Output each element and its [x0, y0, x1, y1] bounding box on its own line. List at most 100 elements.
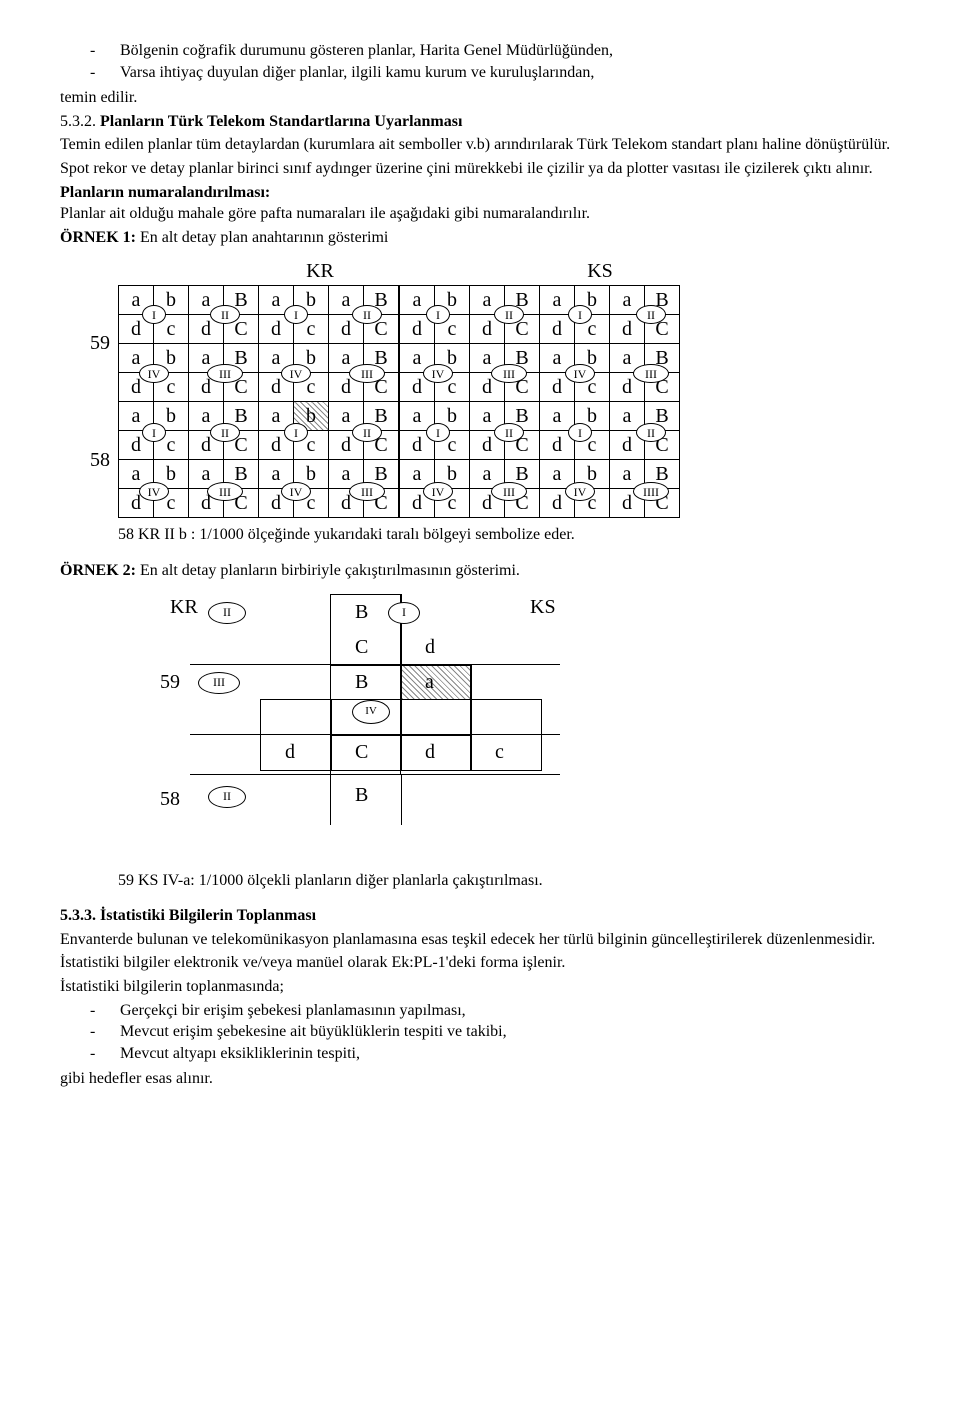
- bullet-text: Mevcut altyapı eksikliklerinin tespiti,: [120, 1043, 360, 1065]
- d2-ellipse: III: [198, 672, 240, 694]
- pafta-cell: d: [189, 373, 224, 402]
- roman-text: II: [223, 604, 231, 620]
- pafta-cell: c: [575, 431, 610, 460]
- pafta-cell: a: [189, 460, 224, 489]
- ornek1-rest: En alt detay plan anahtarının gösterimi: [136, 229, 388, 246]
- ornek1-title: ÖRNEK 1:: [60, 229, 136, 246]
- d2-cell: [260, 699, 332, 771]
- d2-cell: [400, 699, 472, 771]
- pafta-cell: b: [435, 402, 470, 431]
- pafta-cell: d: [399, 315, 435, 344]
- pafta-cell: c: [294, 373, 329, 402]
- pafta-cell: d: [540, 489, 575, 518]
- pafta-cell: a: [540, 344, 575, 373]
- pafta-cell: b: [575, 402, 610, 431]
- pafta-cell: d: [189, 489, 224, 518]
- pafta-cell: d: [259, 373, 294, 402]
- d2-text: d: [425, 739, 435, 766]
- pafta-cell: B: [505, 344, 540, 373]
- pafta-cell: C: [364, 489, 400, 518]
- paragraph: İstatistiki bilgilerin toplanmasında;: [60, 976, 900, 998]
- pafta-cell: d: [399, 489, 435, 518]
- pafta-cell: b: [575, 344, 610, 373]
- paragraph: Temin edilen planlar tüm detaylardan (ku…: [60, 134, 900, 156]
- pafta-cell: C: [224, 373, 259, 402]
- pafta-cell: b: [154, 344, 189, 373]
- pafta-cell: C: [505, 315, 540, 344]
- pafta-cell: b: [575, 460, 610, 489]
- pafta-cell: C: [364, 315, 400, 344]
- pafta-cell: a: [259, 344, 294, 373]
- pafta-cell: a: [189, 286, 224, 315]
- pafta-cell: d: [540, 373, 575, 402]
- bullet-text: Bölgenin coğrafik durumunu gösteren plan…: [120, 40, 613, 62]
- pafta-cell: a: [470, 402, 505, 431]
- paragraph: Spot rekor ve detay planlar birinci sını…: [60, 158, 900, 180]
- d2-ellipse: II: [208, 602, 246, 624]
- bullet-dash: -: [90, 62, 120, 84]
- d2-ellipse: I: [388, 602, 420, 624]
- pafta-cell: c: [435, 489, 470, 518]
- pafta-cell: d: [610, 489, 645, 518]
- section-num: 5.3.3.: [60, 907, 100, 924]
- kr-label: KR: [180, 258, 460, 285]
- pafta-cell: b: [435, 460, 470, 489]
- ks-label: KS: [460, 258, 740, 285]
- d2-ellipse: II: [208, 786, 246, 808]
- pafta-cell: c: [154, 373, 189, 402]
- paragraph: Envanterde bulunan ve telekomünikasyon p…: [60, 929, 900, 951]
- ornek2-diagram: KR KS 59 58 B C d B a d C d c B II I III…: [160, 594, 900, 854]
- paragraph: Planlar ait olduğu mahale göre pafta num…: [60, 203, 900, 225]
- pafta-cell: d: [329, 431, 364, 460]
- pafta-cell: b: [294, 460, 329, 489]
- pafta-cell: d: [540, 431, 575, 460]
- pafta-cell: a: [189, 402, 224, 431]
- pafta-cell: a: [470, 286, 505, 315]
- ornek2-line: ÖRNEK 2: En alt detay planların birbiriy…: [60, 560, 900, 582]
- pafta-cell: a: [540, 286, 575, 315]
- d2-text: d: [425, 634, 435, 661]
- d2-text: B: [355, 599, 368, 626]
- pafta-table: abaBabaBabaBabaBdcdCdcdCdcdCdcdCabaBabaB…: [118, 285, 680, 518]
- pafta-cell: c: [294, 431, 329, 460]
- kr-ks-header: KR KS: [180, 258, 900, 285]
- pafta-cell: a: [189, 344, 224, 373]
- pafta-cell: a: [329, 460, 364, 489]
- pafta-cell: C: [224, 315, 259, 344]
- pafta-cell: d: [119, 373, 154, 402]
- pafta-cell: C: [505, 373, 540, 402]
- pafta-cell: C: [364, 431, 400, 460]
- pafta-cell: C: [645, 315, 680, 344]
- bullet-item: - Varsa ihtiyaç duyulan diğer planlar, i…: [90, 62, 900, 84]
- d2-cell: [470, 699, 542, 771]
- pafta-cell: c: [154, 489, 189, 518]
- d2-text: c: [495, 739, 504, 766]
- pafta-cell: B: [224, 402, 259, 431]
- pafta-cell: a: [610, 286, 645, 315]
- pafta-cell: B: [224, 286, 259, 315]
- row-labels: 59 58: [60, 285, 118, 518]
- ornek1-grid: KR KS 59 58 abaBabaBabaBabaBdcdCdcdCdcdC…: [60, 258, 900, 518]
- paragraph: İstatistiki bilgiler elektronik ve/veya …: [60, 952, 900, 974]
- pafta-cell: d: [610, 315, 645, 344]
- pafta-cell: C: [645, 373, 680, 402]
- row-59-label: 59: [60, 330, 110, 357]
- pafta-cell: a: [470, 460, 505, 489]
- d2-ellipse: IV: [352, 700, 390, 724]
- bullet-item: - Mevcut erişim şebekesine ait büyüklükl…: [90, 1021, 900, 1043]
- pafta-cell: d: [470, 373, 505, 402]
- pafta-cell: b: [154, 460, 189, 489]
- d2-cell-hatched: [401, 665, 471, 700]
- pafta-cell: a: [540, 460, 575, 489]
- pafta-cell: a: [610, 344, 645, 373]
- pafta-cell: C: [224, 489, 259, 518]
- section-533: 5.3.3. İstatistiki Bilgilerin Toplanması: [60, 905, 900, 927]
- pafta-cell: B: [645, 286, 680, 315]
- d2-text: a: [425, 669, 434, 696]
- pafta-cell: b: [294, 402, 329, 431]
- section-title: İstatistiki Bilgilerin Toplanması: [100, 907, 316, 924]
- pafta-cell: c: [435, 315, 470, 344]
- pafta-cell: a: [329, 344, 364, 373]
- pafta-cell: B: [645, 402, 680, 431]
- section-532: 5.3.2. Planların Türk Telekom Standartla…: [60, 111, 900, 133]
